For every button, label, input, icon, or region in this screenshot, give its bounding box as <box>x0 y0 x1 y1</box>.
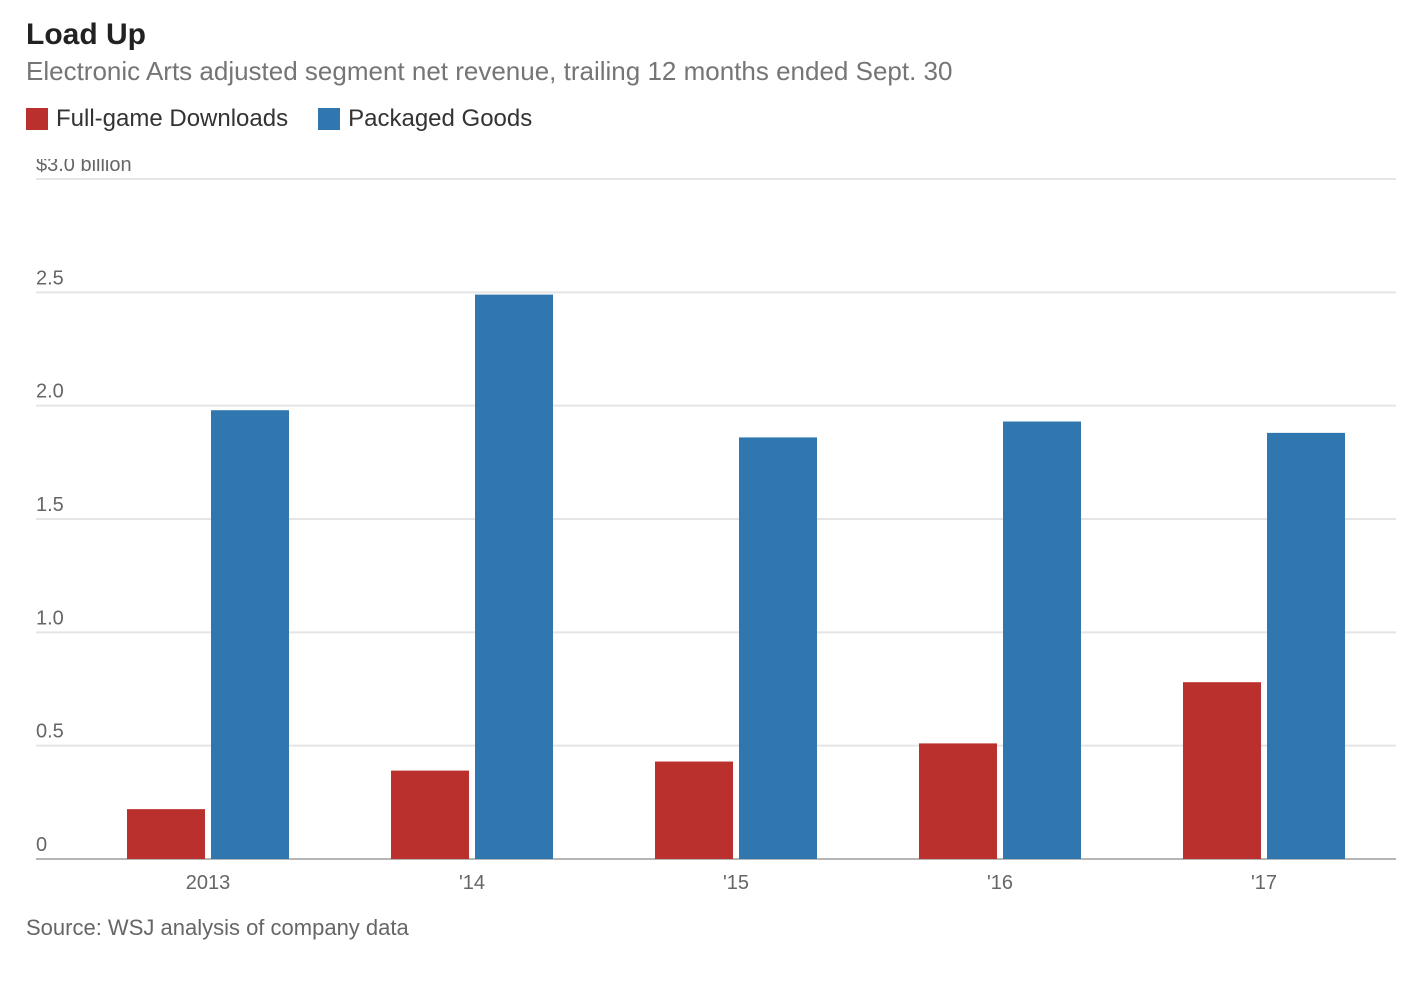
legend-swatch-icon <box>26 108 48 130</box>
y-tick-label: 0.5 <box>36 721 64 743</box>
legend-swatch-icon <box>318 108 340 130</box>
bar <box>655 762 733 859</box>
x-tick-label: 2013 <box>186 872 231 894</box>
legend-label: Packaged Goods <box>348 105 532 133</box>
bar <box>211 410 289 859</box>
legend-item: Full-game Downloads <box>26 105 288 133</box>
y-tick-label: 2.0 <box>36 381 64 403</box>
bar <box>127 809 205 859</box>
bar <box>1267 433 1345 859</box>
bar <box>391 771 469 859</box>
x-tick-label: '14 <box>459 872 485 894</box>
y-tick-label: $3.0 billion <box>36 159 132 176</box>
bar <box>919 743 997 859</box>
y-tick-label: 2.5 <box>36 267 64 289</box>
y-tick-label: 0 <box>36 834 47 856</box>
legend-label: Full-game Downloads <box>56 105 288 133</box>
x-tick-label: '15 <box>723 872 749 894</box>
y-tick-label: 1.5 <box>36 494 64 516</box>
x-tick-label: '16 <box>987 872 1013 894</box>
legend: Full-game Downloads Packaged Goods <box>26 105 1402 133</box>
bar <box>1003 422 1081 859</box>
x-tick-label: '17 <box>1251 872 1277 894</box>
legend-item: Packaged Goods <box>318 105 532 133</box>
bar <box>475 295 553 859</box>
chart-subtitle: Electronic Arts adjusted segment net rev… <box>26 56 1402 87</box>
bar <box>739 437 817 859</box>
source-line: Source: WSJ analysis of company data <box>26 915 1402 941</box>
chart-plot-area: 0 0.5 1.0 1.5 2.0 2.5 $3.0 billion 2013 '14 '15 '1… <box>26 159 1402 899</box>
chart-title: Load Up <box>26 18 1402 52</box>
bar-chart-svg: 0 0.5 1.0 1.5 2.0 2.5 $3.0 billion 2013 '14 '15 '1… <box>26 159 1402 899</box>
y-tick-label: 1.0 <box>36 607 64 629</box>
bar <box>1183 682 1261 859</box>
chart-container: Load Up Electronic Arts adjusted segment… <box>0 0 1428 982</box>
